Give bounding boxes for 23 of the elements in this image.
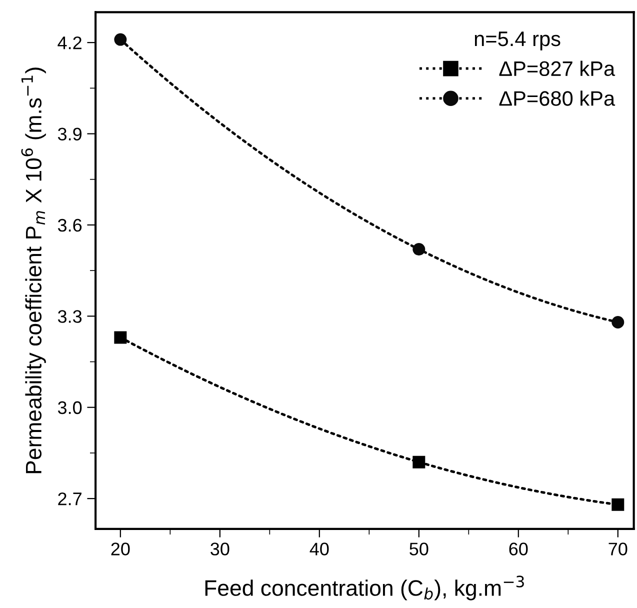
legend-title: n=5.4 rps <box>474 32 560 50</box>
point <box>412 243 426 256</box>
legend-label: ΔP=680 kPa <box>499 90 616 106</box>
x-tick-label: 50 <box>410 542 428 556</box>
y-tick-label: 3.6 <box>58 218 82 232</box>
point <box>114 331 127 344</box>
y-tick-label: 3.9 <box>58 128 82 140</box>
x-axis-title: Feed concentration (C$_{b}$), kg.m$^{−3}$ <box>205 576 524 600</box>
y-tick-label: 3.3 <box>58 310 82 323</box>
x-tick-label: 20 <box>111 542 130 556</box>
y-tick-label: 4.2 <box>58 36 82 50</box>
point <box>612 316 624 328</box>
x-tick-label: 40 <box>310 542 329 556</box>
legend-label: ΔP=827 kPa <box>499 60 616 76</box>
y-axis-title: Permeability coefficient P$_{m}$ X 10$^{6}$ (m.s$^{−1}$) <box>21 68 46 474</box>
x-tick-label: 70 <box>608 542 628 556</box>
point <box>612 498 624 511</box>
point <box>114 33 127 46</box>
y-tick-label: 2.7 <box>58 492 82 506</box>
x-tick-label: 30 <box>210 542 230 556</box>
x-tick-label: 60 <box>509 542 528 556</box>
y-tick-label: 3.0 <box>58 401 82 414</box>
point <box>412 456 426 468</box>
